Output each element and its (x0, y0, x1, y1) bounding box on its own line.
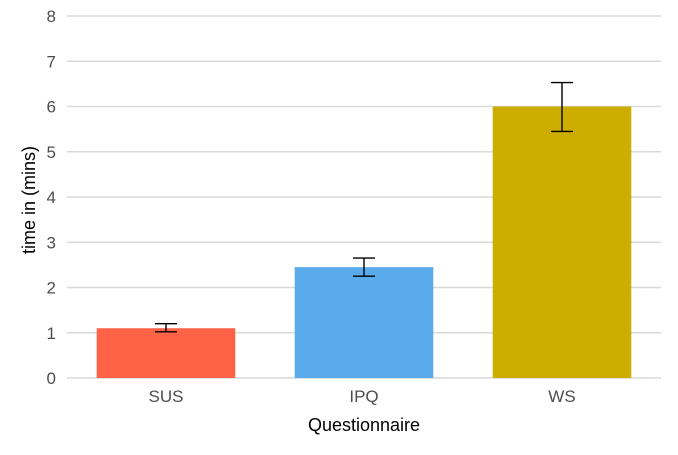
y-axis-title: time in (mins) (19, 146, 39, 254)
x-tick-label: WS (548, 387, 575, 406)
error-bar-sus (155, 323, 177, 333)
error-bars (155, 81, 573, 333)
x-axis-ticks: SUS IPQ WS (149, 387, 576, 406)
y-tick-label: 6 (47, 98, 56, 117)
y-tick-label: 2 (47, 279, 56, 298)
bar-ws (492, 106, 632, 378)
bars (96, 106, 632, 378)
y-tick-label: 3 (47, 233, 56, 252)
y-tick-label: 8 (47, 7, 56, 26)
y-tick-label: 7 (47, 52, 56, 71)
bar-ipq (294, 267, 434, 378)
x-tick-label: IPQ (349, 387, 378, 406)
error-bar-ws (551, 81, 573, 133)
x-axis-title: Questionnaire (308, 415, 420, 435)
x-tick-label: SUS (149, 387, 184, 406)
y-tick-label: 1 (47, 324, 56, 343)
y-tick-label: 5 (47, 143, 56, 162)
bar-sus (96, 328, 236, 378)
y-axis-ticks: 0 1 2 3 4 5 6 7 8 (47, 7, 56, 388)
y-tick-label: 0 (47, 369, 56, 388)
y-tick-label: 4 (47, 188, 56, 207)
error-bar-ipq (353, 257, 375, 277)
